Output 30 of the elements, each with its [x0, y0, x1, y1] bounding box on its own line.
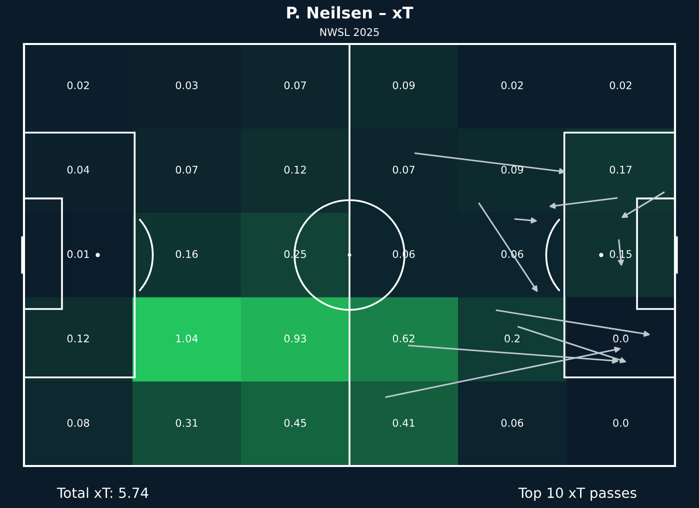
data-label: 0.02	[67, 81, 89, 90]
text: Total xT: 5.74	[56, 487, 148, 498]
data-label: 0.17	[610, 166, 632, 174]
data-label: 0.0	[613, 334, 628, 342]
data-label: 0.12	[67, 334, 89, 342]
chart-subtitle: NWSL 2025	[320, 28, 379, 36]
data-label: 0.62	[392, 334, 414, 342]
data-label: 0.07	[284, 81, 306, 90]
data-label: 1.04	[176, 334, 198, 342]
data-label: 0.0	[613, 418, 628, 427]
data-label: 0.16	[176, 250, 198, 258]
data-label: 0.08	[67, 418, 90, 427]
data-label: 0.09	[392, 81, 415, 90]
data-label: 0.41	[392, 418, 414, 427]
data-label: 0.03	[176, 81, 198, 90]
data-label: 0.12	[284, 166, 306, 174]
text: Top 10 xT passes	[518, 488, 636, 501]
data-label: 0.45	[284, 418, 306, 427]
data-label: 0.02	[610, 81, 632, 90]
data-label: 0.04	[67, 166, 90, 174]
data-label: 0.02	[501, 81, 523, 90]
data-label: 0.07	[392, 166, 414, 174]
data-label: 0.93	[284, 334, 306, 342]
data-label: 0.09	[501, 166, 524, 174]
chart-title: P. Neilsen – xT	[287, 6, 414, 19]
data-label: 0.2	[504, 334, 520, 342]
data-label: 0.31	[176, 418, 198, 427]
data-label: 0.06	[501, 418, 524, 427]
data-label: 0.07	[176, 166, 198, 174]
data-label: 0.01	[67, 250, 89, 258]
